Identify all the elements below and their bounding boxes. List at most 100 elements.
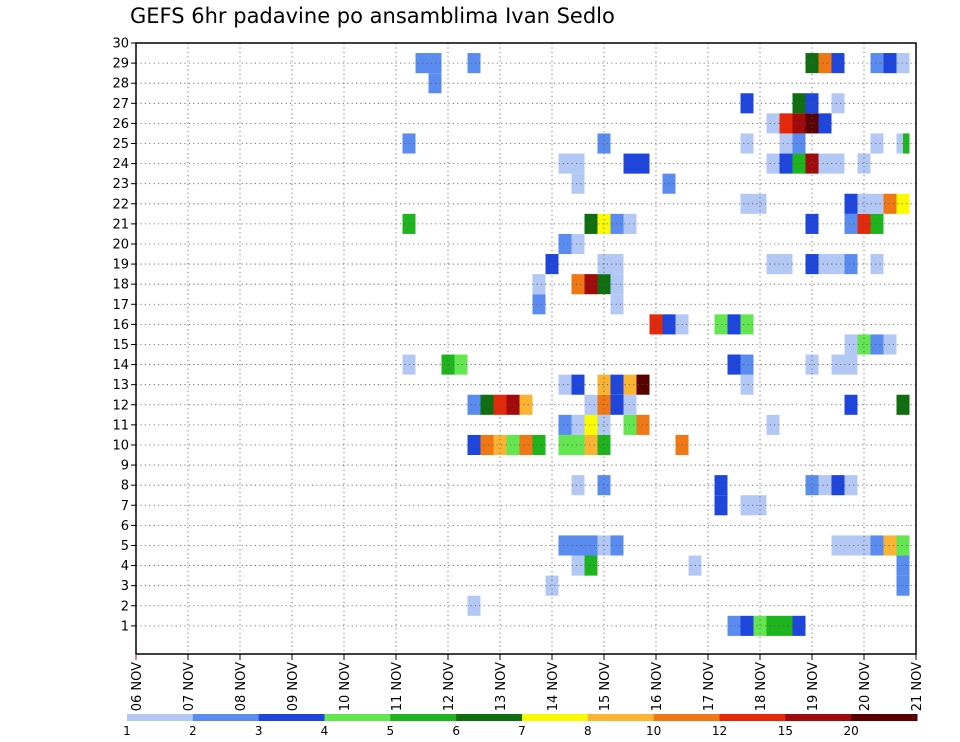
data-cell [714,314,728,335]
data-cell [610,535,624,556]
grid-lines [136,43,916,654]
y-tick-label: 17 [112,298,129,313]
data-cell [766,414,780,435]
data-cell [597,374,611,395]
data-cell [805,93,819,114]
colorbar-swatch [653,714,720,721]
x-tick-label: 09 NOV [286,662,301,711]
data-cell [571,233,585,255]
data-cell [844,334,858,355]
y-tick-label: 14 [112,358,129,373]
colorbar-swatch [127,714,194,721]
data-cell [558,434,572,456]
data-cell [558,233,572,255]
data-cell [597,133,611,154]
x-tick-label: 08 NOV [234,662,249,711]
data-cell [792,153,806,174]
data-cell [844,535,858,556]
data-cell [558,153,572,174]
y-tick-label: 21 [112,217,129,232]
plot-frame [135,42,917,655]
data-cell [792,93,806,114]
x-tick-label: 21 NOV [910,662,925,711]
x-tick-label: 20 NOV [858,662,873,711]
data-cell [831,354,845,375]
data-cell [779,133,793,154]
data-cell [519,434,533,456]
colorbar-label: 3 [255,724,263,738]
data-cell [467,434,481,456]
data-cell [467,53,481,74]
x-tick-label: 14 NOV [546,662,561,711]
data-cell [571,173,585,194]
y-tick-label: 28 [112,77,129,92]
data-cells [402,53,910,636]
x-tick-label: 12 NOV [442,662,457,711]
y-axis: 1234567891011121314151617181920212223242… [112,37,136,634]
data-cell [753,193,767,214]
colorbar-label: 7 [518,724,526,738]
data-cell [428,53,442,74]
data-cell [610,274,624,295]
y-tick-label: 29 [112,57,129,72]
data-cell [844,475,858,496]
data-cell [831,93,845,114]
colorbar-label: 5 [387,724,395,738]
x-tick-label: 18 NOV [754,662,769,711]
data-cell [558,535,572,556]
colorbar-label: 4 [321,724,329,738]
y-tick-label: 19 [112,258,129,273]
data-cell [532,294,546,315]
colorbar-swatch [587,714,655,721]
colorbar-swatch [258,714,325,721]
data-cell [792,133,806,154]
y-tick-label: 6 [121,519,129,534]
data-cell [454,354,468,375]
data-cell [571,374,585,395]
data-cell [571,274,585,295]
data-cell [870,53,884,74]
y-tick-label: 13 [112,378,129,393]
data-cell [766,113,780,134]
y-tick-label: 11 [112,418,129,433]
data-cell [571,414,585,435]
data-cell [831,153,845,174]
x-tick-label: 07 NOV [182,662,197,711]
y-tick-label: 3 [121,579,129,594]
colorbar-swatch [324,714,391,721]
colorbar-swatch [522,714,589,721]
y-tick-label: 25 [112,137,129,152]
data-cell [584,555,598,576]
data-cell [584,434,598,456]
colorbar-swatch [192,714,260,721]
colorbar-label: 2 [189,724,197,738]
data-cell [480,394,494,415]
data-cell [844,354,858,375]
data-cell [597,414,611,435]
data-cell [610,213,624,234]
data-cell [558,374,572,395]
data-cell [766,615,780,636]
y-tick-label: 15 [112,338,129,353]
x-tick-label: 17 NOV [702,662,717,711]
x-tick-label: 15 NOV [598,662,613,711]
data-cell [896,394,910,415]
data-cell [571,555,585,576]
data-cell [779,615,793,636]
data-cell [532,274,546,295]
colorbar-swatch [719,714,786,721]
data-cell [870,193,884,214]
colorbar-label: 8 [584,724,592,738]
data-cell [584,213,598,234]
data-cell [584,394,598,415]
data-cell [844,254,858,275]
y-tick-label: 9 [121,459,129,474]
data-cell [844,394,858,415]
data-cell [584,274,598,295]
y-tick-label: 23 [112,177,129,192]
data-cell [818,475,832,496]
y-tick-label: 30 [112,37,129,52]
y-tick-label: 18 [112,278,129,293]
colorbar-swatch [390,714,457,721]
data-cell [831,535,845,556]
